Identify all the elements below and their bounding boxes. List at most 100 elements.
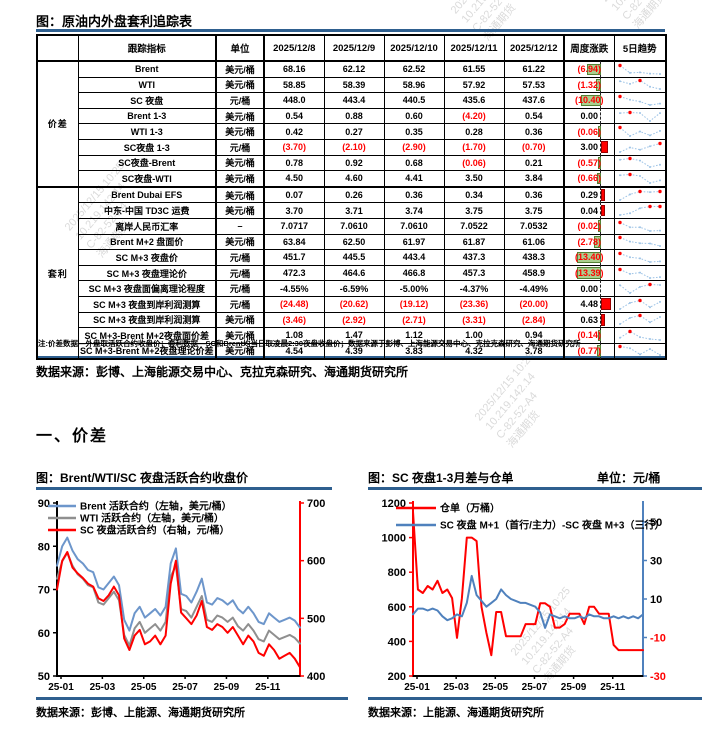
trend-cell bbox=[613, 170, 667, 188]
indicator-cell: SC夜盘-Brent bbox=[77, 154, 217, 172]
zero-axis-dashed-line bbox=[599, 202, 601, 219]
trend-cell bbox=[613, 233, 667, 251]
table-title: 图：原油内外盘套利追踪表 bbox=[36, 14, 193, 29]
trend-cell bbox=[613, 327, 667, 344]
trend-cell bbox=[613, 154, 667, 172]
value-cell: 68.16 bbox=[263, 60, 325, 78]
zero-axis-dashed-line bbox=[599, 138, 601, 156]
indicator-cell: SC M+3 夜盘到岸利润测算 bbox=[77, 295, 217, 313]
table-row: WTI 1-3 美元/桶 0.42 0.27 0.35 0.28 0.36 (0.06) bbox=[37, 123, 667, 140]
left-chart-bottom-rule bbox=[36, 697, 348, 700]
value-cell: 58.85 bbox=[263, 76, 325, 94]
weekly-change-cell: (0.66) bbox=[563, 170, 615, 188]
weekly-change-cell: (0.06) bbox=[563, 123, 615, 140]
weekly-change-cell: (1.32) bbox=[563, 76, 615, 94]
indicator-cell: SC M+3 夜盘理论价 bbox=[77, 264, 217, 282]
value-cell: 445.5 bbox=[323, 249, 385, 266]
trend-sparkline bbox=[618, 220, 661, 232]
unit-cell: 美元/桶 bbox=[215, 170, 265, 188]
svg-text:Brent 活跃合约（左轴，美元/桶）: Brent 活跃合约（左轴，美元/桶） bbox=[80, 500, 232, 513]
value-cell: (2.90) bbox=[383, 138, 445, 156]
weekly-change-cell: (13.40) bbox=[563, 249, 615, 266]
zero-axis-dashed-line bbox=[599, 311, 601, 329]
trend-sparkline bbox=[618, 125, 661, 138]
table-row: SC 夜盘 元/桶 448.0 443.4 440.5 435.6 437.6 (10.40) bbox=[37, 92, 667, 109]
svg-text:SC 夜盘 M+1（首行/主力）-SC 夜盘 M+3（三行）: SC 夜盘 M+1（首行/主力）-SC 夜盘 M+3（三行） bbox=[440, 519, 664, 532]
value-cell: -6.59% bbox=[323, 280, 385, 297]
value-cell: 3.75 bbox=[503, 202, 565, 219]
svg-text:500: 500 bbox=[307, 613, 325, 625]
value-cell: 0.68 bbox=[383, 154, 445, 172]
right-chart-title-rule bbox=[368, 487, 702, 490]
svg-text:WTI 活跃合约（左轴，美元/桶）: WTI 活跃合约（左轴，美元/桶） bbox=[80, 512, 224, 525]
value-cell: 3.84 bbox=[503, 170, 565, 188]
value-cell: 443.4 bbox=[383, 249, 445, 266]
unit-cell: 美元/桶 bbox=[215, 185, 265, 204]
value-cell: 0.07 bbox=[263, 185, 325, 204]
trend-sparkline bbox=[618, 345, 661, 357]
trend-sparkline bbox=[618, 251, 661, 263]
value-cell: 0.28 bbox=[443, 123, 505, 140]
svg-text:25-01: 25-01 bbox=[404, 682, 430, 693]
column-header: 周度涨跌 bbox=[563, 34, 615, 62]
trend-cell bbox=[613, 280, 667, 297]
value-cell: 4.60 bbox=[323, 170, 385, 188]
svg-text:25-09: 25-09 bbox=[561, 682, 587, 693]
trend-sparkline bbox=[618, 172, 661, 184]
value-cell: (24.48) bbox=[263, 295, 325, 313]
value-cell: 7.0717 bbox=[263, 217, 325, 235]
svg-text:25-01: 25-01 bbox=[48, 682, 74, 693]
value-cell: 0.78 bbox=[263, 154, 325, 172]
table-row: SC夜盘 1-3 元/桶 (3.70) (2.10) (2.90) (1.70) (0.70… bbox=[37, 138, 667, 156]
value-cell: 0.92 bbox=[323, 154, 385, 172]
value-cell: 451.7 bbox=[263, 249, 325, 266]
value-cell: 4.50 bbox=[263, 170, 325, 188]
svg-text:200: 200 bbox=[388, 671, 406, 683]
indicator-cell: Brent 1-3 bbox=[77, 107, 217, 125]
column-header: 2025/12/11 bbox=[443, 34, 505, 62]
trend-cell bbox=[613, 107, 667, 125]
value-cell: 435.6 bbox=[443, 92, 505, 109]
unit-cell: 美元/桶 bbox=[215, 202, 265, 219]
positive-databar bbox=[600, 204, 605, 217]
negative-databar bbox=[597, 220, 601, 233]
table-source: 数据来源：彭博、上海能源交易中心、克拉克森研究、海通期货研究所 bbox=[36, 365, 409, 379]
value-cell: 3.78 bbox=[503, 342, 565, 360]
positive-databar bbox=[600, 314, 605, 326]
indicator-cell: SC夜盘 1-3 bbox=[77, 138, 217, 156]
svg-text:30: 30 bbox=[650, 556, 662, 568]
value-cell: 4.54 bbox=[263, 342, 325, 360]
unit-cell: 美元/桶 bbox=[215, 154, 265, 172]
svg-text:25-03: 25-03 bbox=[90, 682, 116, 693]
svg-text:SC 夜盘活跃合约（右轴，元/桶）: SC 夜盘活跃合约（右轴，元/桶） bbox=[80, 524, 229, 537]
value-cell: (3.70) bbox=[263, 138, 325, 156]
value-cell: 61.97 bbox=[383, 233, 445, 251]
indicator-cell: 中东-中国 TD3C 运费 bbox=[77, 202, 217, 219]
trend-sparkline bbox=[618, 204, 662, 217]
column-header: 2025/12/12 bbox=[503, 34, 565, 62]
trend-cell bbox=[613, 311, 667, 329]
trend-sparkline bbox=[618, 141, 662, 153]
unit-cell: 美元/桶 bbox=[215, 233, 265, 251]
indicator-cell: WTI 1-3 bbox=[77, 123, 217, 140]
value-cell: -4.49% bbox=[503, 280, 565, 297]
indicator-cell: SC 夜盘 bbox=[77, 92, 217, 109]
table-row: SC M+3 夜盘到岸利润测算 元/桶 (24.48) (20.62) (19.12)(… bbox=[37, 295, 667, 313]
weekly-change-cell: 0.63 bbox=[563, 311, 615, 329]
svg-text:700: 700 bbox=[307, 498, 325, 510]
value-cell: 7.0610 bbox=[383, 217, 445, 235]
table-row: SC M+3 夜盘价 元/桶 451.7 445.5 443.4 437.3 438.3 (1… bbox=[37, 249, 667, 266]
value-cell: (0.70) bbox=[503, 138, 565, 156]
value-cell: 57.92 bbox=[443, 76, 505, 94]
negative-databar bbox=[597, 345, 601, 357]
svg-text:800: 800 bbox=[388, 567, 406, 579]
unit-cell: 元/桶 bbox=[215, 138, 265, 156]
negative-databar bbox=[597, 172, 601, 185]
value-cell: 4.39 bbox=[323, 342, 385, 360]
right-chart-bottom-rule bbox=[368, 697, 702, 700]
value-cell: 58.39 bbox=[323, 76, 385, 94]
table-row: SC M+3 夜盘到岸利润测算 美元/桶 (3.46) (2.92) (2.71) (3.… bbox=[37, 311, 667, 329]
svg-text:70: 70 bbox=[38, 585, 50, 597]
